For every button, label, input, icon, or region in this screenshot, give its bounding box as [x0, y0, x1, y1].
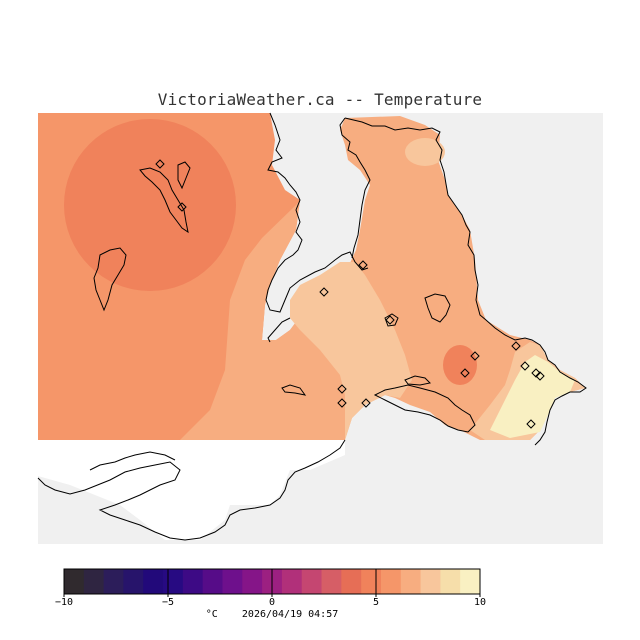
colorbar-swatch — [163, 569, 184, 594]
colorbar-tick-label: 5 — [372, 597, 380, 608]
station-markers — [155, 159, 545, 429]
colorbar-swatch — [321, 569, 342, 594]
station-marker — [319, 287, 329, 297]
station-marker — [531, 368, 541, 378]
colorbar-swatch — [123, 569, 144, 594]
station-marker — [535, 371, 545, 381]
station-marker — [470, 351, 480, 361]
colorbar-swatch — [202, 569, 223, 594]
colorbar-swatch — [361, 569, 382, 594]
colorbar-tick-label: 10 — [473, 597, 487, 608]
colorbar-swatch — [420, 569, 441, 594]
station-marker — [337, 384, 347, 394]
temperature-zone-coolest-southeast — [490, 355, 575, 438]
station-marker — [361, 398, 371, 408]
station-marker — [460, 368, 470, 378]
station-marker — [511, 341, 521, 351]
colorbar-swatch — [83, 569, 105, 594]
colorbar-caption: °C 2026/04/19 04:57 — [0, 609, 544, 620]
colorbar-tick-label: −10 — [54, 597, 74, 608]
station-marker — [155, 159, 165, 169]
station-marker — [526, 419, 536, 429]
colorbar-swatch — [380, 569, 402, 594]
station-marker — [385, 315, 395, 325]
colorbar-swatch — [460, 569, 481, 594]
colorbar-swatch — [341, 569, 362, 594]
colorbar-swatch — [222, 569, 243, 594]
temperature-peak-northwest — [64, 119, 236, 291]
colorbar-swatch — [301, 569, 323, 594]
temperature-map — [37, 112, 603, 544]
colorbar-swatch — [242, 569, 263, 594]
outside-domain-land — [38, 440, 345, 540]
station-marker — [358, 260, 368, 270]
colorbar-swatch — [440, 569, 461, 594]
colorbar-tick-label: −5 — [161, 597, 175, 608]
coastline — [37, 112, 587, 541]
colorbar-swatch — [281, 569, 303, 594]
colorbar-swatch — [182, 569, 204, 594]
temperature-zone-band — [180, 200, 352, 440]
colorbar-timestamp: 2026/04/19 04:57 — [241, 609, 339, 620]
temperature-zone-cool-north — [405, 138, 445, 166]
colorbar-swatch — [64, 569, 85, 594]
colorbar-swatch — [143, 569, 164, 594]
map-title: VictoriaWeather.ca -- Temperature — [157, 90, 483, 109]
colorbar-unit: °C — [205, 609, 218, 620]
station-marker — [177, 202, 187, 212]
colorbar-tick-label: 0 — [268, 597, 276, 608]
station-marker — [520, 361, 530, 371]
temperature-zone-cool-central — [290, 262, 412, 440]
colorbar-swatch — [400, 569, 422, 594]
temperature-peak-east — [443, 345, 477, 385]
colorbar-swatch — [103, 569, 124, 594]
station-marker — [337, 398, 347, 408]
